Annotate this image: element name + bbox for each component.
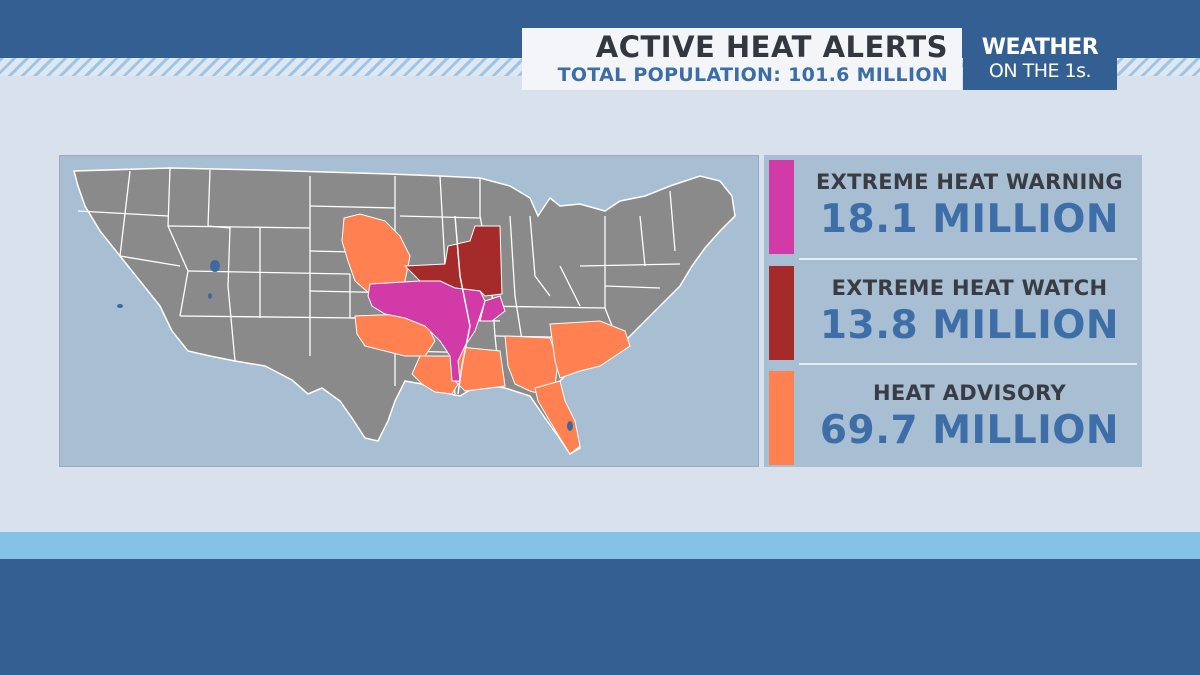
swatch-extreme-heat-warning xyxy=(769,160,794,254)
title-box: ACTIVE HEAT ALERTS TOTAL POPULATION: 101… xyxy=(522,28,962,90)
legend-item-extreme-heat-watch: EXTREME HEAT WATCH 13.8 MILLION xyxy=(764,261,1142,361)
logo-line-2: ON THE 1s. xyxy=(988,60,1092,82)
swatch-heat-advisory xyxy=(769,371,794,465)
legend-divider xyxy=(799,258,1137,260)
extreme-heat-warning-areas xyxy=(367,280,506,382)
us-heat-map xyxy=(59,155,759,467)
legend-value: 69.7 MILLION xyxy=(819,408,1120,453)
legend-label: EXTREME HEAT WARNING xyxy=(816,170,1123,194)
heat-advisory-areas xyxy=(341,213,631,455)
legend-divider xyxy=(799,363,1137,365)
river-line xyxy=(454,215,471,395)
lakes xyxy=(117,260,573,431)
legend-item-heat-advisory: HEAT ADVISORY 69.7 MILLION xyxy=(764,366,1142,466)
us-map-svg xyxy=(73,167,736,456)
legend-value: 13.8 MILLION xyxy=(819,303,1120,348)
weather-logo: WEATHER ON THE 1s. xyxy=(963,28,1117,90)
legend-label: EXTREME HEAT WATCH xyxy=(831,276,1108,300)
swatch-extreme-heat-watch xyxy=(769,266,794,360)
page-title: ACTIVE HEAT ALERTS xyxy=(595,30,948,64)
light-strip xyxy=(0,532,1200,559)
page-subtitle: TOTAL POPULATION: 101.6 MILLION xyxy=(557,64,948,86)
legend-item-extreme-heat-warning: EXTREME HEAT WARNING 18.1 MILLION xyxy=(764,155,1142,255)
legend-value: 18.1 MILLION xyxy=(819,197,1120,242)
alert-legend: EXTREME HEAT WARNING 18.1 MILLION EXTREM… xyxy=(764,155,1142,467)
bottom-band xyxy=(0,559,1200,675)
logo-line-1: WEATHER xyxy=(981,35,1099,60)
legend-label: HEAT ADVISORY xyxy=(872,381,1067,405)
